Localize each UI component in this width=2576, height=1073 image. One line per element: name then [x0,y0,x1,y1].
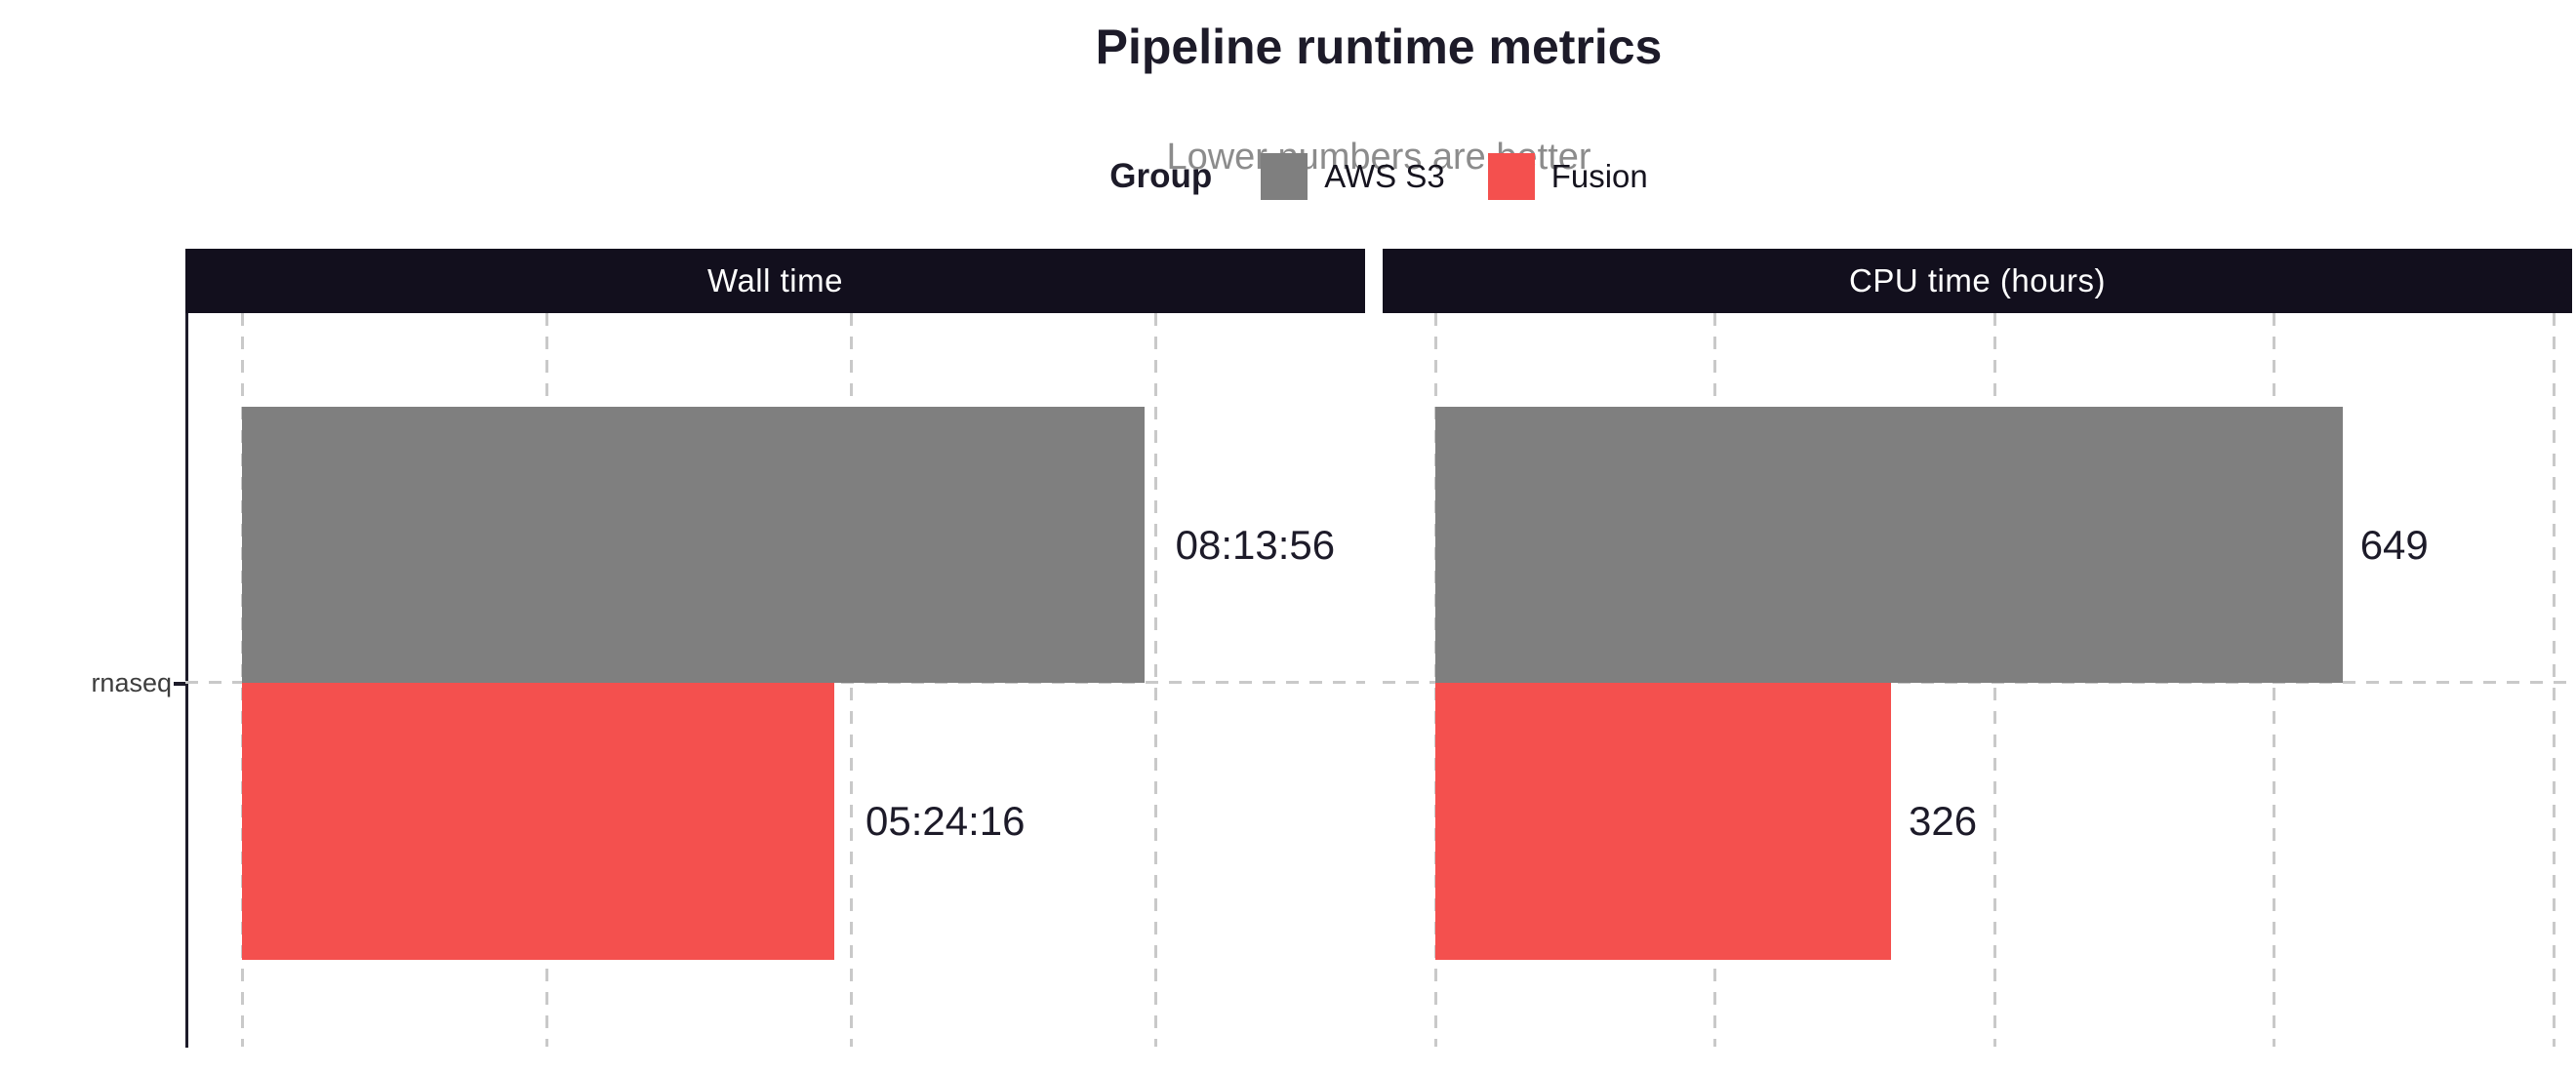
legend: Group AWS S3 Fusion [185,146,2572,207]
legend-label-aws-s3: AWS S3 [1324,158,1445,194]
legend-title: Group [1109,157,1213,195]
legend-swatch-fusion [1487,153,1535,200]
x-gridline [2552,313,2556,1047]
panel-wall-time: 08:13:56 05:24:16 [185,313,1365,1047]
bar-row: 649 [1435,407,2429,683]
panel-header-wall-time: Wall time [185,249,1365,313]
bar-wall-time-fusion [242,683,835,960]
panel-cpu-time: 649 326 [1383,313,2572,1047]
panel-header-cpu-time: CPU time (hours) [1383,249,2572,313]
legend-item-fusion: Fusion [1487,153,1648,200]
bar-value-cpu-time-aws-s3: 649 [2359,521,2429,568]
legend-swatch-aws-s3 [1261,153,1308,200]
bar-cpu-time-fusion [1435,683,1891,960]
bar-row: 05:24:16 [242,683,1026,960]
y-axis-category-label: rnaseq [91,668,172,697]
legend-item-aws-s3: AWS S3 [1261,153,1445,200]
bar-row: 08:13:56 [242,407,1335,683]
y-axis-tick [174,682,186,686]
y-axis-line [185,313,188,1048]
bar-row: 326 [1435,683,1977,960]
bar-wall-time-aws-s3 [242,407,1145,683]
bar-cpu-time-aws-s3 [1435,407,2343,683]
panel-header-wall-time-label: Wall time [707,262,843,298]
panel-header-cpu-time-label: CPU time (hours) [1849,262,2106,298]
x-gridline [1153,313,1157,1047]
chart-title: Pipeline runtime metrics [1095,20,1663,74]
bar-value-wall-time-fusion: 05:24:16 [865,798,1026,844]
bar-value-wall-time-aws-s3: 08:13:56 [1175,521,1336,568]
legend-label-fusion: Fusion [1550,158,1648,194]
bar-value-cpu-time-fusion: 326 [1908,798,1978,844]
